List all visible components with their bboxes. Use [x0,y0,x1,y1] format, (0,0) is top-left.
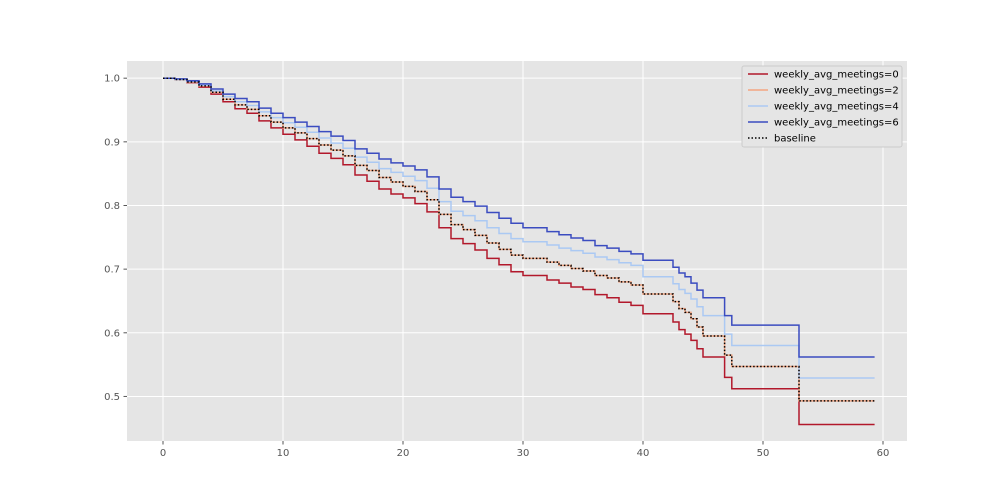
y-tick-label: 0.9 [104,137,120,148]
legend-box [741,65,903,148]
x-tick-label: 50 [757,448,770,459]
series-line-4 [163,77,875,402]
legend-label: baseline [774,134,816,145]
series-lines [163,77,875,426]
y-tick-label: 0.7 [104,265,120,276]
y-tick-label: 0.6 [104,328,120,339]
x-tick-label: 20 [397,448,410,459]
legend-label: weekly_avg_meetings=0 [774,70,899,81]
series-line-2 [163,77,875,379]
y-tick-label: 0.5 [104,392,120,403]
y-tick-label: 0.8 [104,201,120,212]
legend-label: weekly_avg_meetings=6 [774,118,899,129]
legend-label: weekly_avg_meetings=2 [774,86,899,97]
y-tick-label: 1.0 [104,74,120,85]
grid [127,61,907,441]
legend-label: weekly_avg_meetings=4 [774,102,899,113]
series-line-0 [163,77,875,426]
x-tick-label: 30 [517,448,530,459]
x-tick-label: 40 [637,448,650,459]
x-axis-ticks: 0 10 20 30 40 50 60 [160,441,890,459]
x-tick-label: 60 [877,448,890,459]
series-line-3 [163,77,875,358]
y-axis-ticks: 0.5 0.6 0.7 0.8 0.9 1.0 [104,74,127,403]
legend: weekly_avg_meetings=0 weekly_avg_meetings… [741,65,903,148]
x-tick-label: 0 [160,448,166,459]
x-tick-label: 10 [277,448,290,459]
